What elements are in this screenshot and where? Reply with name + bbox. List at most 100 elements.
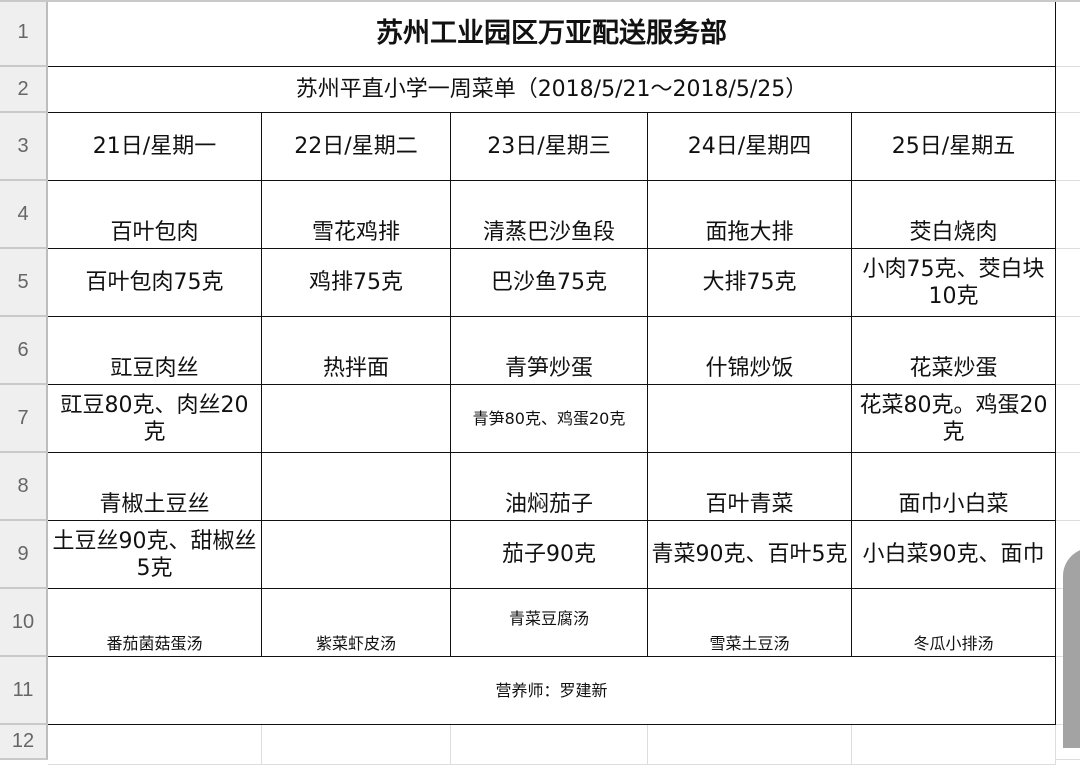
menu-cell[interactable]: 青菜豆腐汤: [451, 589, 648, 657]
menu-cell[interactable]: 百叶青菜: [648, 453, 852, 521]
menu-cell[interactable]: 青菜90克、百叶5克: [648, 521, 852, 589]
cell-text: 苏州工业园区万亚配送服务部: [376, 17, 727, 49]
menu-cell[interactable]: 紫菜虾皮汤: [262, 589, 451, 657]
menu-cell[interactable]: 面拖大排: [648, 181, 852, 249]
cell-text: 9: [17, 542, 29, 565]
menu-cell[interactable]: 面巾小白菜: [852, 453, 1056, 521]
menu-cell[interactable]: 茭白烧肉: [852, 181, 1056, 249]
menu-cell[interactable]: 热拌面: [262, 317, 451, 385]
menu-cell[interactable]: 花菜炒蛋: [852, 317, 1056, 385]
menu-cell[interactable]: 小肉75克、茭白块10克: [852, 249, 1056, 317]
menu-cell[interactable]: 土豆丝90克、甜椒丝5克: [48, 521, 262, 589]
menu-cell[interactable]: 小白菜90克、面巾: [852, 521, 1056, 589]
cell-text: 面巾小白菜: [898, 492, 1009, 517]
empty-cell[interactable]: [262, 725, 451, 765]
cell-text: 大排75克: [702, 270, 797, 295]
cell-text: 小肉75克、茭白块10克: [862, 256, 1045, 309]
empty-cell[interactable]: [1056, 181, 1080, 249]
day-header-cell[interactable]: 25日/星期五: [852, 113, 1056, 181]
empty-cell[interactable]: [1056, 67, 1080, 113]
menu-cell[interactable]: 茄子90克: [451, 521, 648, 589]
empty-cell[interactable]: [1056, 113, 1080, 181]
cell-text: 青菜豆腐汤: [508, 609, 589, 628]
cell-text: 25日/星期五: [891, 134, 1016, 159]
empty-cell[interactable]: [1056, 0, 1080, 67]
row-header[interactable]: 9: [0, 521, 48, 589]
menu-cell[interactable]: 百叶包肉: [48, 181, 262, 249]
cell-text: 清蒸巴沙鱼段: [482, 220, 615, 245]
cell-text: 苏州平直小学一周菜单（2018/5/21～2018/5/25）: [295, 77, 808, 102]
title-cell[interactable]: 苏州工业园区万亚配送服务部: [48, 0, 1056, 67]
cell-text: 雪花鸡排: [311, 220, 400, 245]
menu-cell[interactable]: 冬瓜小排汤: [852, 589, 1056, 657]
cell-text: 冬瓜小排汤: [913, 634, 994, 653]
cell-text: 青笋炒蛋: [504, 356, 593, 381]
menu-cell[interactable]: 雪花鸡排: [262, 181, 451, 249]
row-header[interactable]: 1: [0, 0, 48, 67]
row-header[interactable]: 11: [0, 657, 48, 725]
empty-cell[interactable]: [48, 725, 262, 765]
subtitle-cell[interactable]: 苏州平直小学一周菜单（2018/5/21～2018/5/25）: [48, 67, 1056, 113]
row-header[interactable]: 4: [0, 181, 48, 249]
menu-cell[interactable]: [648, 385, 852, 453]
row-header[interactable]: 3: [0, 113, 48, 181]
menu-cell[interactable]: 清蒸巴沙鱼段: [451, 181, 648, 249]
menu-cell[interactable]: 青笋炒蛋: [451, 317, 648, 385]
menu-cell[interactable]: 青椒土豆丝: [48, 453, 262, 521]
day-header-cell[interactable]: 23日/星期三: [451, 113, 648, 181]
cell-text: 青菜90克、百叶5克: [651, 542, 848, 567]
empty-cell[interactable]: [1056, 317, 1080, 385]
menu-cell[interactable]: [262, 385, 451, 453]
cell-text: 巴沙鱼75克: [491, 270, 607, 295]
row-header[interactable]: 12: [0, 725, 48, 760]
scroll-handle[interactable]: [1063, 548, 1080, 748]
cell-text: 23日/星期三: [487, 134, 611, 159]
cell-text: 21日/星期一: [92, 134, 217, 159]
empty-cell[interactable]: [648, 725, 852, 765]
cell-text: 雪菜土豆汤: [709, 634, 790, 653]
menu-cell[interactable]: [262, 521, 451, 589]
menu-cell[interactable]: 鸡排75克: [262, 249, 451, 317]
empty-cell[interactable]: [1056, 385, 1080, 453]
empty-cell[interactable]: [852, 725, 1056, 765]
menu-cell[interactable]: 雪菜土豆汤: [648, 589, 852, 657]
menu-cell[interactable]: 豇豆肉丝: [48, 317, 262, 385]
cell-text: 土豆丝90克、甜椒丝5克: [52, 528, 257, 581]
cell-text: 番茄菌菇蛋汤: [106, 634, 203, 653]
cell-text: 3: [17, 134, 29, 157]
cell-text: 茄子90克: [502, 542, 596, 567]
menu-cell[interactable]: 豇豆80克、肉丝20克: [48, 385, 262, 453]
day-header-cell[interactable]: 22日/星期二: [262, 113, 451, 181]
menu-cell[interactable]: [262, 453, 451, 521]
menu-cell[interactable]: 百叶包肉75克: [48, 249, 262, 317]
row-header[interactable]: 6: [0, 317, 48, 385]
cell-text: 什锦炒饭: [705, 356, 794, 381]
cell-text: 鸡排75克: [309, 270, 403, 295]
menu-cell[interactable]: 巴沙鱼75克: [451, 249, 648, 317]
day-header-cell[interactable]: 21日/星期一: [48, 113, 262, 181]
cell-text: 6: [17, 338, 29, 361]
menu-cell[interactable]: 青笋80克、鸡蛋20克: [451, 385, 648, 453]
menu-cell[interactable]: 什锦炒饭: [648, 317, 852, 385]
cell-text: 8: [17, 474, 29, 497]
menu-cell[interactable]: 番茄菌菇蛋汤: [48, 589, 262, 657]
empty-cell[interactable]: [1056, 453, 1080, 521]
cell-text: 营养师：罗建新: [495, 680, 608, 700]
empty-cell[interactable]: [451, 725, 648, 765]
row-header[interactable]: 5: [0, 249, 48, 317]
empty-cell[interactable]: [1056, 249, 1080, 317]
cell-text: 热拌面: [322, 356, 389, 381]
footer-cell[interactable]: 营养师：罗建新: [48, 657, 1056, 725]
cell-text: 5: [17, 270, 29, 293]
row-header[interactable]: 8: [0, 453, 48, 521]
row-header[interactable]: 10: [0, 589, 48, 657]
menu-cell[interactable]: 花菜80克。鸡蛋20克: [852, 385, 1056, 453]
day-header-cell[interactable]: 24日/星期四: [648, 113, 852, 181]
row-header[interactable]: 2: [0, 67, 48, 113]
cell-text: 青椒土豆丝: [99, 492, 210, 517]
menu-cell[interactable]: 大排75克: [648, 249, 852, 317]
cell-text: 10: [11, 610, 35, 633]
menu-cell[interactable]: 油焖茄子: [451, 453, 648, 521]
row-header[interactable]: 7: [0, 385, 48, 453]
